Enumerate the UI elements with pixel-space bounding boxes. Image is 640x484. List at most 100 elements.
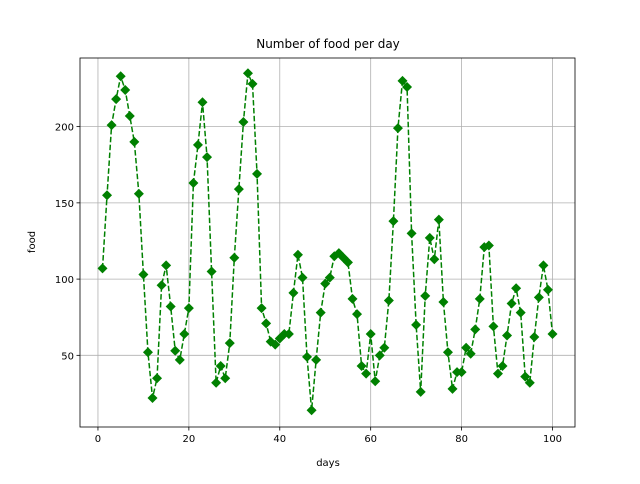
data-point <box>220 373 231 384</box>
data-point <box>320 278 331 289</box>
data-point <box>206 266 217 277</box>
data-point <box>402 81 413 92</box>
data-point <box>442 347 453 358</box>
data-point <box>229 252 240 263</box>
data-point <box>347 293 358 304</box>
data-point <box>138 269 149 280</box>
data-point <box>438 296 449 307</box>
data-point <box>315 307 326 318</box>
x-axis-label: days <box>316 458 340 469</box>
data-point <box>256 303 267 314</box>
data-point <box>283 328 294 339</box>
y-tick-label: 100 <box>55 275 74 286</box>
data-point <box>188 178 199 189</box>
data-point <box>324 272 335 283</box>
data-point <box>370 376 381 387</box>
data-point <box>538 260 549 271</box>
data-point <box>547 328 558 339</box>
data-point <box>261 318 272 329</box>
data-point <box>433 214 444 225</box>
data-point <box>297 272 308 283</box>
data-point <box>483 240 494 251</box>
data-point <box>111 94 122 105</box>
data-point <box>379 342 390 353</box>
data-point <box>456 367 467 378</box>
data-point <box>529 332 540 343</box>
data-point <box>197 97 208 108</box>
y-tick-label: 150 <box>55 199 74 210</box>
x-tick-label: 80 <box>455 434 468 445</box>
data-point <box>161 260 172 271</box>
data-point <box>133 188 144 199</box>
data-point <box>515 307 526 318</box>
data-point <box>533 292 544 303</box>
x-tick-label: 0 <box>95 434 101 445</box>
data-point <box>215 361 226 372</box>
data-point <box>106 120 117 131</box>
x-tick-label: 60 <box>364 434 377 445</box>
data-point <box>115 71 126 82</box>
data-point <box>461 342 472 353</box>
y-axis-label: food <box>27 231 38 253</box>
x-tick-label: 20 <box>182 434 195 445</box>
data-point <box>465 348 476 359</box>
data-point <box>270 339 281 350</box>
data-point <box>520 371 531 382</box>
data-point <box>447 383 458 394</box>
data-point <box>474 293 485 304</box>
data-line <box>101 72 554 411</box>
data-point <box>170 345 181 356</box>
data-point <box>365 328 376 339</box>
data-point <box>361 368 372 379</box>
data-point <box>342 257 353 268</box>
data-point <box>388 216 399 227</box>
data-point <box>492 368 503 379</box>
data-point <box>102 190 113 201</box>
data-point <box>356 361 367 372</box>
data-point <box>306 405 317 416</box>
data-point <box>524 377 535 388</box>
data-point <box>311 354 322 365</box>
x-tick-label: 40 <box>273 434 286 445</box>
data-point <box>183 303 194 314</box>
data-point <box>97 263 108 274</box>
data-point <box>288 287 299 298</box>
y-tick-label: 50 <box>61 351 74 362</box>
y-tick-label: 200 <box>55 123 74 134</box>
data-point <box>247 78 258 89</box>
data-point <box>165 301 176 312</box>
data-point <box>174 354 185 365</box>
data-point <box>415 386 426 397</box>
data-point <box>411 319 422 330</box>
data-point <box>374 350 385 361</box>
data-point <box>506 298 517 309</box>
data-point <box>397 75 408 86</box>
data-point <box>406 228 417 239</box>
data-point <box>292 249 303 260</box>
data-point <box>420 290 431 301</box>
data-point <box>424 232 435 243</box>
data-point <box>488 321 499 332</box>
data-point <box>233 184 244 195</box>
data-point <box>224 338 235 349</box>
data-point <box>124 110 135 121</box>
x-tick-label: 100 <box>543 434 562 445</box>
data-point <box>129 136 140 147</box>
plot-frame <box>79 57 576 428</box>
data-point <box>502 330 513 341</box>
data-point <box>542 284 553 295</box>
data-point <box>211 377 222 388</box>
data-point <box>147 393 158 404</box>
data-point <box>383 295 394 306</box>
data-point <box>352 309 363 320</box>
data-point <box>392 123 403 134</box>
data-point <box>429 254 440 265</box>
data-point <box>120 85 131 96</box>
data-point <box>302 351 313 362</box>
data-point <box>252 168 263 179</box>
data-point <box>511 283 522 294</box>
data-point <box>238 117 249 128</box>
data-point <box>142 347 153 358</box>
data-point <box>192 139 203 150</box>
